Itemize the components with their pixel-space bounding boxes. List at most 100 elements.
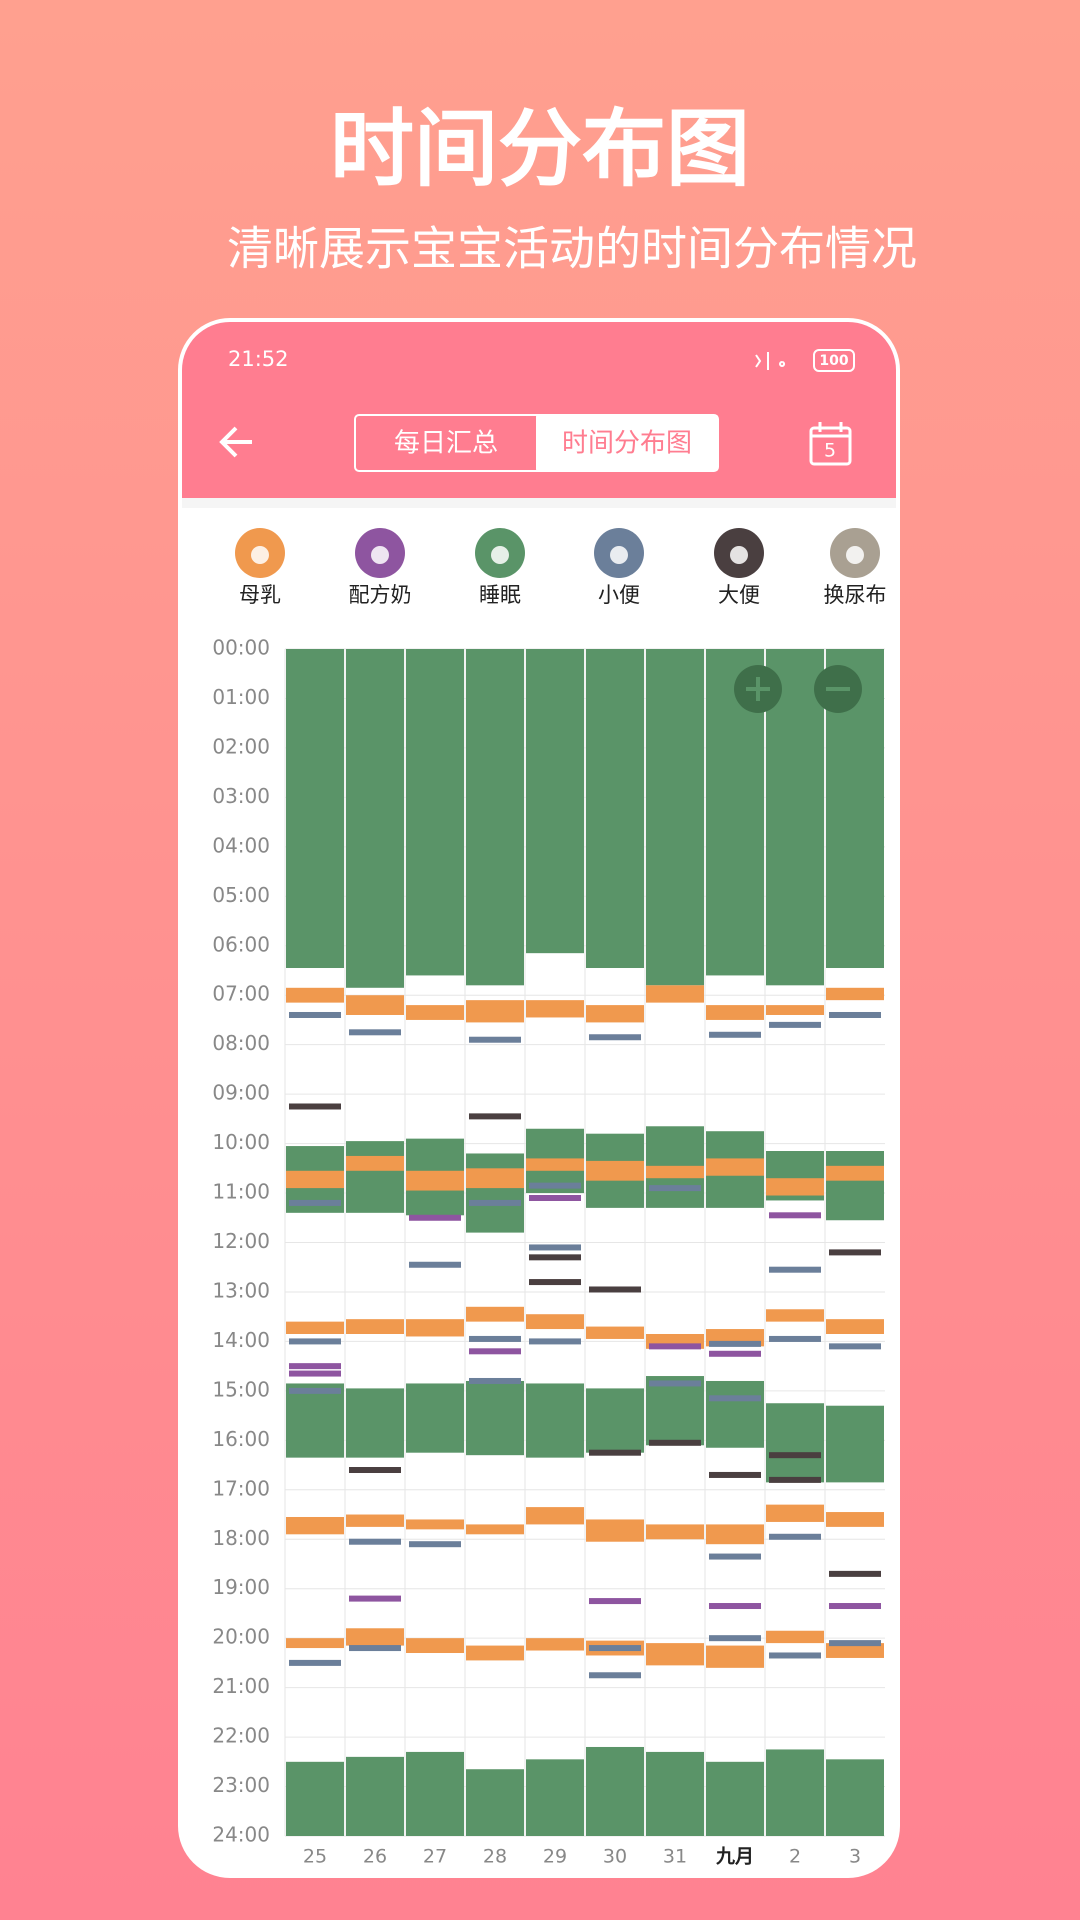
event-block: [826, 1759, 884, 1836]
event-tick: [349, 1538, 401, 1545]
event-block: [826, 1405, 884, 1483]
event-tick: [769, 1335, 821, 1342]
event-block: [406, 1170, 464, 1191]
y-tick-label: 06:00: [212, 932, 270, 956]
app-bar-shadow: [182, 498, 896, 508]
event-tick: [829, 1249, 881, 1256]
event-tick: [769, 1266, 821, 1273]
y-tick-label: 10:00: [212, 1130, 270, 1154]
event-block: [526, 1759, 584, 1836]
event-tick: [769, 1533, 821, 1540]
x-tick-label: 3: [849, 1846, 861, 1868]
tab-distribution[interactable]: 时间分布图: [562, 429, 692, 459]
event-block: [526, 649, 584, 954]
event-block: [466, 1153, 524, 1233]
event-tick: [469, 1113, 521, 1120]
event-block: [586, 1746, 644, 1836]
event-block: [286, 1761, 344, 1836]
calendar-button[interactable]: [809, 426, 852, 466]
y-tick-label: 21:00: [212, 1674, 270, 1698]
event-block: [766, 1504, 824, 1522]
event-block: [706, 1380, 764, 1448]
event-block: [826, 1165, 884, 1181]
tab-daily[interactable]: 每日汇总: [394, 429, 498, 459]
legend-glyph: [846, 546, 864, 564]
event-block: [766, 1309, 824, 1322]
event-block: [646, 1165, 704, 1179]
event-tick: [409, 1261, 461, 1268]
x-tick-label: 29: [543, 1846, 567, 1868]
event-block: [466, 1769, 524, 1836]
x-tick-label: 25: [303, 1846, 327, 1868]
event-block: [826, 987, 884, 1001]
event-block: [406, 1519, 464, 1530]
event-block: [346, 649, 404, 988]
event-block: [346, 1388, 404, 1458]
tab-active: [536, 415, 718, 471]
event-tick: [709, 1340, 761, 1347]
back-button[interactable]: [219, 426, 252, 458]
y-tick-label: 20:00: [212, 1625, 270, 1649]
event-block: [766, 1178, 824, 1196]
event-block: [586, 1326, 644, 1339]
x-tick-label: 26: [363, 1846, 387, 1868]
event-block: [406, 1383, 464, 1453]
event-block: [526, 1000, 584, 1018]
event-block: [286, 1321, 344, 1334]
y-tick-label: 09:00: [212, 1081, 270, 1105]
battery-level: 100: [819, 353, 848, 369]
event-tick: [829, 1011, 881, 1018]
y-tick-label: 03:00: [212, 784, 270, 808]
legend-label: 配方奶: [349, 583, 412, 607]
y-tick-label: 12:00: [212, 1229, 270, 1253]
event-block: [646, 1524, 704, 1540]
event-block: [466, 1645, 524, 1661]
x-tick-label: 28: [483, 1846, 507, 1868]
event-tick: [349, 1595, 401, 1602]
status-icons: [755, 352, 786, 370]
event-block: [766, 1749, 824, 1836]
event-block: [706, 1761, 764, 1836]
event-block: [406, 1005, 464, 1020]
event-tick: [289, 1363, 341, 1370]
event-block: [286, 1638, 344, 1649]
event-tick: [289, 1370, 341, 1377]
event-block: [286, 649, 344, 969]
y-tick-label: 00:00: [212, 636, 270, 660]
event-tick: [649, 1380, 701, 1387]
event-tick: [829, 1640, 881, 1647]
legend-label: 换尿布: [824, 583, 887, 607]
y-tick-label: 04:00: [212, 833, 270, 857]
event-tick: [649, 1439, 701, 1446]
event-block: [766, 1005, 824, 1015]
y-tick-label: 24:00: [212, 1823, 270, 1847]
event-block: [526, 1158, 584, 1171]
event-tick: [469, 1377, 521, 1384]
event-tick: [769, 1452, 821, 1459]
event-block: [466, 1168, 524, 1189]
x-tick-label: 九月: [715, 1846, 754, 1868]
event-tick: [469, 1348, 521, 1355]
event-tick: [769, 1476, 821, 1483]
event-block: [406, 649, 464, 976]
y-tick-label: 23:00: [212, 1773, 270, 1797]
event-tick: [289, 1103, 341, 1110]
event-tick: [529, 1338, 581, 1345]
event-tick: [289, 1338, 341, 1345]
event-tick: [529, 1194, 581, 1201]
event-block: [826, 1319, 884, 1334]
event-block: [586, 1005, 644, 1023]
event-block: [466, 1380, 524, 1456]
event-tick: [589, 1034, 641, 1041]
event-tick: [589, 1645, 641, 1652]
event-block: [586, 1388, 644, 1453]
event-block: [646, 1376, 704, 1446]
event-block: [286, 987, 344, 1003]
x-tick-label: 30: [603, 1846, 627, 1868]
event-block: [346, 1628, 404, 1646]
event-block: [706, 1645, 764, 1668]
legend-glyph: [371, 546, 389, 564]
event-block: [526, 1638, 584, 1651]
